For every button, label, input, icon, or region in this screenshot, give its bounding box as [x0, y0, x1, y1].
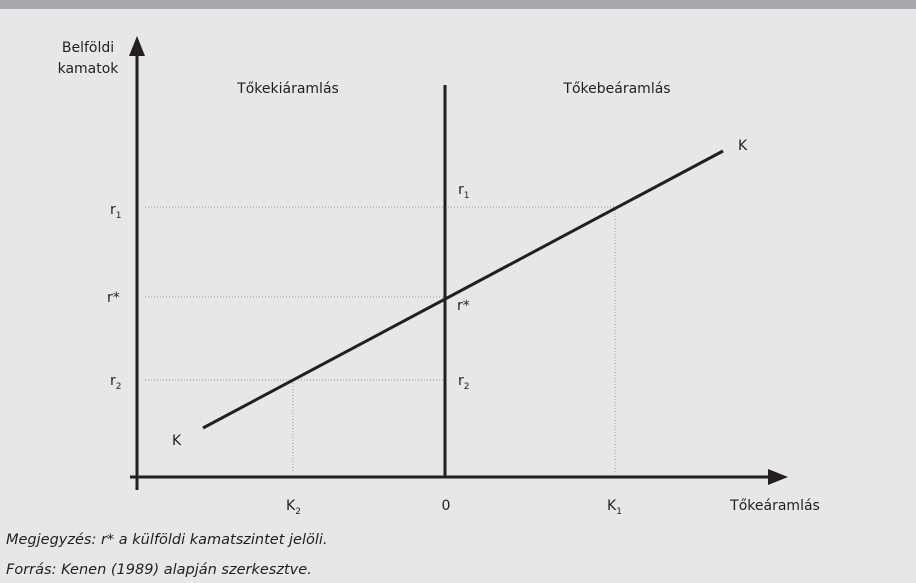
k1-label: K1: [607, 498, 622, 517]
note: Megjegyzés: r* a külföldi kamatszintet j…: [6, 532, 328, 548]
k2-label: K2: [286, 498, 301, 517]
curve-label: K: [172, 433, 182, 449]
source: Forrás: Kenen (1989) alapján szerkesztve…: [6, 562, 312, 578]
rstar-label: r*: [107, 290, 120, 306]
r2-label: r2: [458, 373, 470, 392]
y-arrow: [129, 36, 145, 56]
r2-label: r2: [110, 373, 122, 392]
region-label: Tőkebeáramlás: [562, 81, 670, 97]
rstar-label: r*: [457, 298, 470, 314]
region-label: Tőkekiáramlás: [236, 81, 339, 97]
r1-label: r1: [458, 182, 470, 201]
top-bar: [0, 0, 916, 9]
x-arrow: [768, 469, 788, 485]
curve-label: K: [738, 138, 748, 154]
y-axis-label: kamatok: [58, 61, 120, 77]
zero-label: 0: [442, 498, 451, 514]
r1-label: r1: [110, 202, 122, 221]
curve-k: [202, 149, 724, 430]
x-axis-label: Tőkeáramlás: [729, 498, 820, 514]
y-axis-label: Belföldi: [62, 40, 114, 56]
